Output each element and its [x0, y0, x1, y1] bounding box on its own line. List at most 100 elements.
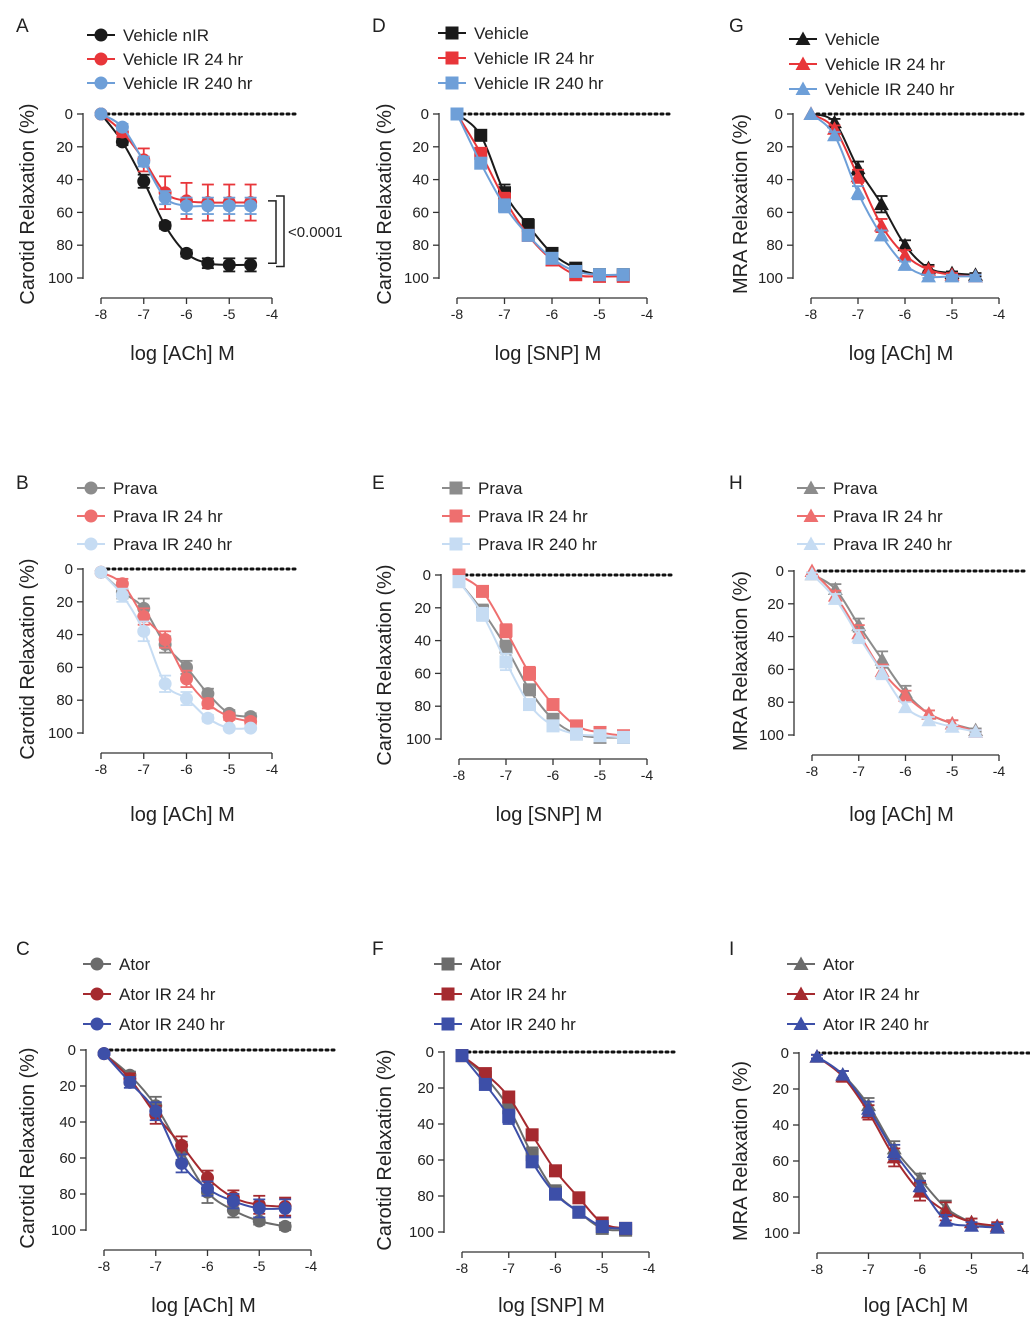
y-axis-title: MRA Relaxation (%) — [730, 571, 752, 751]
x-tick-label: -7 — [138, 761, 151, 777]
x-tick-label: -8 — [98, 1258, 111, 1274]
data-point — [595, 1220, 609, 1234]
y-tick-label: 100 — [51, 1222, 76, 1239]
y-tick-label: 20 — [412, 139, 429, 156]
legend-item: Ator IR 24 hr — [83, 985, 216, 1004]
y-tick-label: 40 — [56, 627, 73, 644]
legend-marker — [84, 537, 98, 551]
data-point — [252, 1201, 266, 1215]
data-point — [115, 120, 129, 134]
data-point — [180, 199, 193, 213]
legend-marker — [90, 987, 104, 1001]
y-tick-label: 100 — [764, 1225, 789, 1242]
y-tick-label: 60 — [412, 204, 429, 221]
legend: Prava Prava IR 24 hr Prava IR 240 hr — [77, 479, 232, 554]
legend-label: Ator IR 240 hr — [470, 1015, 576, 1034]
y-axis-title: Carotid Relaxation (%) — [17, 103, 39, 304]
x-axis-title: log [ACh] M — [849, 804, 953, 826]
y-axis-title: Carotid Relaxation (%) — [374, 1049, 396, 1250]
legend-label: Prava IR 240 hr — [833, 535, 952, 554]
data-point — [861, 1101, 876, 1115]
panel-label: D — [372, 16, 386, 37]
data-point — [912, 1178, 928, 1193]
data-point — [149, 1104, 163, 1118]
data-point — [137, 624, 151, 638]
data-point — [968, 724, 984, 738]
y-axis: 0 20 40 60 80 100 — [759, 563, 795, 744]
x-tick-label: -7 — [503, 1260, 516, 1276]
x-tick-label: -7 — [853, 763, 866, 779]
y-tick-label: 20 — [56, 139, 73, 156]
data-point — [593, 729, 607, 743]
legend-label: Prava IR 240 hr — [113, 535, 232, 554]
legend-marker — [94, 28, 108, 42]
x-axis: -8 -7 -6 -5 -4 — [98, 1249, 317, 1274]
legend-item: Vehicle IR 240 hr — [789, 80, 955, 99]
x-tick-label: -8 — [806, 763, 819, 779]
x-tick-label: -4 — [266, 306, 279, 322]
panel-f: F 0 20 40 60 80 100 -8 -7 -6 -5 -4 log [SNP] M Caroti… — [372, 939, 676, 1317]
legend-label: Ator IR 240 hr — [119, 1015, 225, 1034]
x-axis-title: log [ACh] M — [864, 1295, 968, 1317]
legend-label: Vehicle IR 24 hr — [123, 50, 243, 69]
x-tick-label: -6 — [547, 767, 560, 783]
x-tick-label: -4 — [641, 306, 654, 322]
data-point — [619, 1221, 633, 1235]
panel-label: B — [16, 473, 29, 494]
y-tick-label: 80 — [412, 237, 429, 254]
x-tick-label: -7 — [862, 1261, 875, 1277]
data-point — [180, 246, 193, 260]
x-tick-label: -7 — [852, 306, 865, 322]
data-point — [222, 258, 236, 272]
legend-item: Vehicle nIR — [87, 26, 209, 45]
data-point — [886, 1144, 902, 1158]
legend-label: Ator IR 24 hr — [823, 985, 920, 1004]
data-point — [545, 251, 559, 265]
x-tick-label: -6 — [549, 1260, 562, 1276]
legend-marker — [803, 536, 819, 550]
x-tick-label: -5 — [594, 767, 607, 783]
x-tick-label: -8 — [456, 1260, 469, 1276]
y-tick-label: 100 — [404, 270, 429, 287]
series-ator-ir-240-hr — [97, 1047, 292, 1219]
series-vehicle — [450, 107, 630, 282]
y-tick-label: 60 — [766, 204, 783, 221]
y-tick-label: 80 — [56, 692, 73, 709]
x-tick-label: -6 — [546, 306, 559, 322]
data-point — [874, 652, 890, 666]
data-point — [809, 1049, 825, 1063]
legend-marker — [445, 51, 459, 65]
y-tick-label: 60 — [767, 661, 784, 678]
legend-marker — [449, 537, 463, 551]
data-point — [502, 1090, 516, 1104]
legend-label: Vehicle IR 24 hr — [825, 55, 945, 74]
data-point — [244, 258, 258, 272]
panel-label: F — [372, 939, 384, 960]
y-tick-label: 40 — [56, 172, 73, 189]
y-axis: 0 20 40 60 80 100 — [406, 567, 442, 748]
panel-c: C 0 20 40 60 80 100 -8 -7 -6 -5 -4 log [ACh] M Caroti… — [16, 939, 338, 1317]
legend: Vehicle Vehicle IR 24 hr Vehicle IR 240 hr — [438, 24, 604, 93]
series-prava-ir-240-hr — [452, 575, 630, 744]
x-tick-label: -6 — [899, 763, 912, 779]
legend: Ator Ator IR 24 hr Ator IR 240 hr — [787, 955, 929, 1034]
x-tick-label: -7 — [498, 306, 511, 322]
y-axis: 0 20 40 60 80 100 — [764, 1045, 800, 1242]
panel-d: D 0 20 40 60 80 100 -8 -7 -6 -5 -4 log [SNP] M Caroti… — [372, 16, 674, 365]
data-point — [850, 185, 866, 199]
data-point — [850, 168, 866, 183]
y-tick-label: 60 — [59, 1150, 76, 1167]
x-tick-label: -8 — [451, 306, 464, 322]
y-tick-label: 40 — [417, 1116, 434, 1133]
y-tick-label: 40 — [412, 172, 429, 189]
legend: Prava Prava IR 24 hr Prava IR 240 hr — [797, 479, 952, 554]
series-vehicle-ir-240-hr — [803, 106, 983, 283]
x-tick-label: -4 — [993, 306, 1006, 322]
x-tick-label: -5 — [223, 761, 236, 777]
x-axis: -8 -7 -6 -5 -4 — [811, 1252, 1029, 1277]
data-point — [115, 577, 129, 591]
data-point — [617, 730, 630, 744]
data-point — [572, 1191, 586, 1205]
legend-marker — [94, 76, 108, 90]
y-tick-label: 20 — [56, 594, 73, 611]
